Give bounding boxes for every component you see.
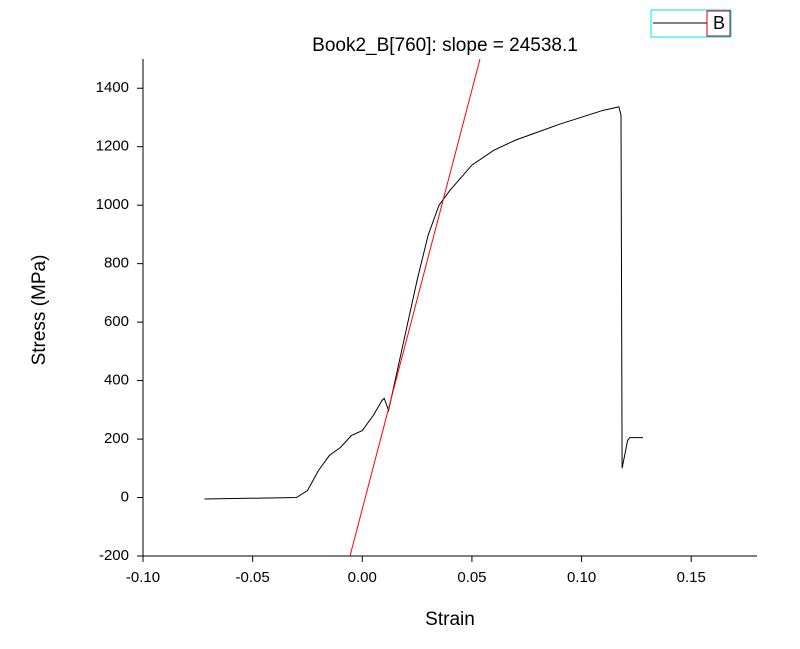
data-line	[204, 106, 643, 500]
y-tick-label: 1200	[96, 138, 129, 155]
x-tick-label: -0.10	[126, 569, 160, 586]
y-tick-label: 1400	[96, 79, 129, 96]
y-tick-label: 400	[104, 372, 129, 389]
data-line	[349, 58, 481, 557]
legend-label-box	[706, 10, 731, 37]
y-axis-label: Stress (MPa)	[29, 255, 50, 366]
x-axis-label: Strain	[425, 609, 475, 630]
x-tick-label: 0.00	[348, 569, 377, 586]
y-tick-label: 0	[121, 488, 129, 505]
x-tick-label: 0.05	[457, 569, 486, 586]
x-tick-label: 0.15	[677, 569, 706, 586]
x-tick-label: 0.10	[567, 569, 596, 586]
legend: B	[650, 9, 732, 38]
chart-title: Book2_B[760]: slope = 24538.1	[312, 35, 578, 56]
y-tick-label: 800	[104, 255, 129, 272]
y-tick-label: 1000	[96, 196, 129, 213]
legend-label: B	[713, 13, 725, 33]
y-tick-label: 600	[104, 313, 129, 330]
y-tick-label: -200	[99, 547, 129, 564]
x-tick-label: -0.05	[236, 569, 270, 586]
y-tick-label: 200	[104, 430, 129, 447]
